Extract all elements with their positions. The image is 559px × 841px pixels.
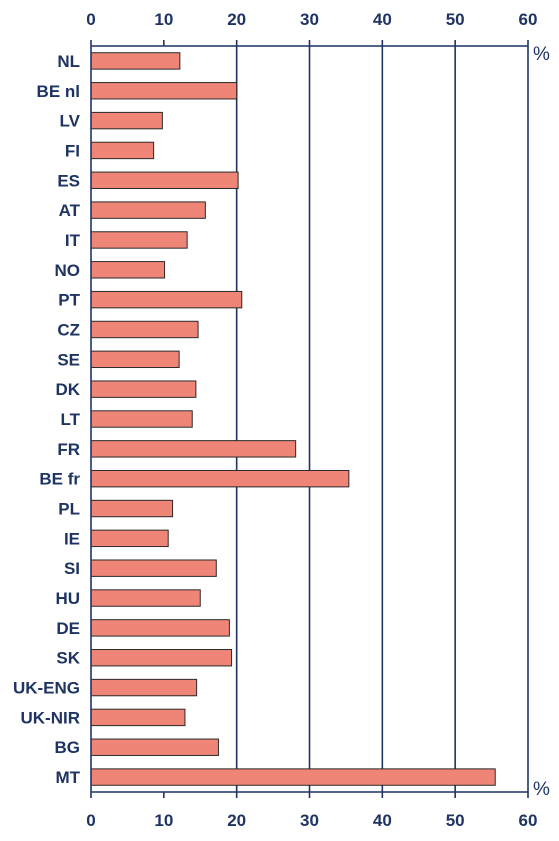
category-label-be-fr: BE fr	[39, 470, 80, 489]
bar-de	[90, 619, 230, 637]
category-label-pl: PL	[58, 500, 80, 519]
bar-be-fr	[90, 469, 350, 488]
bar-pl	[90, 499, 174, 518]
category-label-lv: LV	[60, 112, 81, 131]
tick-label-top-30: 30	[300, 10, 319, 29]
category-label-nl: NL	[57, 52, 80, 71]
tick-label-bottom-10: 10	[154, 811, 173, 830]
tick-label-top-50: 50	[446, 10, 465, 29]
bar-fr	[90, 440, 297, 458]
tick-label-bottom-30: 30	[300, 811, 319, 830]
category-label-fi: FI	[65, 141, 80, 160]
category-label-at: AT	[59, 201, 81, 220]
tick-label-top-0: 0	[86, 10, 95, 29]
tick-label-bottom-20: 20	[227, 811, 246, 830]
category-label-no: NO	[55, 261, 81, 280]
category-label-de: DE	[56, 619, 80, 638]
unit-label-top: %	[533, 44, 550, 65]
unit-label-bottom: %	[533, 779, 550, 800]
tick-label-top-40: 40	[373, 10, 392, 29]
bar-si	[90, 559, 217, 577]
gridlines	[235, 46, 456, 792]
tick-label-bottom-0: 0	[86, 811, 95, 830]
bar-es	[90, 171, 239, 189]
category-label-pt: PT	[58, 291, 80, 310]
category-label-be-nl: BE nl	[37, 82, 80, 101]
bar-at	[90, 201, 206, 219]
bar-be-nl	[90, 82, 238, 100]
category-label-es: ES	[57, 171, 80, 190]
bar-pt	[90, 290, 243, 309]
bar-lt	[90, 410, 193, 428]
bar-lv	[90, 111, 163, 130]
bar-ie	[90, 529, 169, 548]
bar-dk	[90, 380, 197, 398]
bar-uk-eng	[90, 678, 198, 697]
bar-nl	[90, 52, 181, 70]
bar-se	[90, 350, 180, 369]
bar-fi	[90, 141, 155, 160]
bar-sk	[90, 649, 233, 667]
tick-label-top-10: 10	[154, 10, 173, 29]
bar-mt	[90, 768, 496, 786]
tick-label-top-20: 20	[227, 10, 246, 29]
axes	[90, 40, 529, 798]
bar-uk-nir	[90, 708, 186, 727]
category-label-bg: BG	[55, 738, 81, 757]
bar-no	[90, 261, 166, 279]
bar-it	[90, 231, 188, 249]
category-label-ie: IE	[64, 529, 80, 548]
category-label-fr: FR	[57, 440, 80, 459]
category-label-uk-nir: UK-NIR	[21, 708, 81, 727]
category-label-hu: HU	[55, 589, 80, 608]
bar-bg	[90, 738, 219, 756]
tick-label-bottom-50: 50	[446, 811, 465, 830]
category-label-si: SI	[64, 559, 80, 578]
bar-hu	[90, 589, 201, 607]
bars	[90, 52, 496, 786]
category-label-lt: LT	[60, 410, 80, 429]
category-label-se: SE	[57, 350, 80, 369]
category-label-sk: SK	[56, 649, 80, 668]
category-label-cz: CZ	[57, 320, 80, 339]
category-label-uk-eng: UK-ENG	[13, 679, 80, 698]
bar-cz	[90, 320, 199, 339]
tick-label-bottom-60: 60	[519, 811, 538, 830]
category-label-dk: DK	[55, 380, 80, 399]
category-label-it: IT	[65, 231, 81, 250]
category-label-mt: MT	[55, 768, 80, 787]
labels: NL BE nl LV FI ES AT IT NO PT CZ SE DK LT FR BE fr PL IE…	[13, 10, 538, 830]
tick-label-top-60: 60	[519, 10, 538, 29]
tick-label-bottom-40: 40	[373, 811, 392, 830]
